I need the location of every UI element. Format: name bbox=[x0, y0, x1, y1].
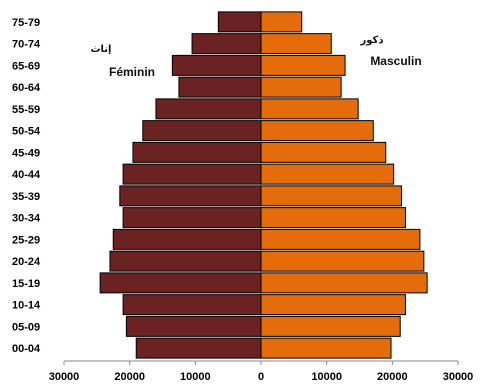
age-group-label-05-09: 05-09 bbox=[12, 321, 40, 333]
male-bar-25-29 bbox=[260, 228, 421, 250]
female-bar-45-49 bbox=[132, 141, 262, 163]
male-legend-label: Masculin bbox=[370, 54, 421, 68]
female-bar-15-19 bbox=[99, 272, 262, 294]
male-bar-10-14 bbox=[260, 294, 406, 316]
female-bar-05-09 bbox=[125, 315, 262, 337]
male-bar-35-39 bbox=[260, 185, 403, 207]
male-legend-arabic: ذكور bbox=[360, 35, 384, 46]
male-bar-65-69 bbox=[260, 54, 346, 76]
female-bar-25-29 bbox=[112, 228, 262, 250]
x-tick-label: 30000 bbox=[443, 371, 474, 383]
male-bar-40-44 bbox=[260, 163, 395, 185]
age-group-label-15-19: 15-19 bbox=[12, 278, 40, 290]
male-bar-50-54 bbox=[260, 120, 374, 142]
female-bar-40-44 bbox=[122, 163, 262, 185]
x-tick-label: 10000 bbox=[311, 371, 342, 383]
female-bar-55-59 bbox=[155, 98, 262, 120]
male-bar-00-04 bbox=[260, 337, 392, 359]
age-group-label-50-54: 50-54 bbox=[12, 126, 41, 138]
female-legend-label: Féminin bbox=[109, 65, 155, 79]
age-group-label-25-29: 25-29 bbox=[12, 234, 40, 246]
x-tick-label: 20000 bbox=[377, 371, 408, 383]
male-bar-60-64 bbox=[260, 76, 342, 98]
age-group-label-45-49: 45-49 bbox=[12, 147, 40, 159]
age-group-label-60-64: 60-64 bbox=[12, 82, 41, 94]
male-bar-20-24 bbox=[260, 250, 425, 272]
female-bar-70-74 bbox=[191, 33, 262, 55]
female-bar-65-69 bbox=[171, 54, 262, 76]
female-bar-50-54 bbox=[142, 120, 262, 142]
female-bar-10-14 bbox=[122, 294, 262, 316]
age-group-label-00-04: 00-04 bbox=[12, 343, 41, 355]
x-tick-label: 0 bbox=[258, 371, 264, 383]
male-bar-45-49 bbox=[260, 141, 387, 163]
female-bar-00-04 bbox=[135, 337, 262, 359]
age-group-label-40-44: 40-44 bbox=[12, 169, 41, 181]
male-bar-15-19 bbox=[260, 272, 428, 294]
female-bar-20-24 bbox=[109, 250, 262, 272]
age-labels-group: 00-04 05-09 10-14 15-19 20-24 25-29 30-34 35-39… bbox=[12, 17, 41, 355]
x-tick-label: 10000 bbox=[180, 371, 211, 383]
female-bar-75-79 bbox=[217, 11, 262, 33]
x-tick-label: 30000 bbox=[49, 371, 80, 383]
male-bar-55-59 bbox=[260, 98, 359, 120]
age-group-label-75-79: 75-79 bbox=[12, 17, 40, 29]
male-bar-30-34 bbox=[260, 207, 406, 229]
female-bar-60-64 bbox=[178, 76, 262, 98]
age-group-label-10-14: 10-14 bbox=[12, 300, 41, 312]
female-legend-arabic: إناث bbox=[91, 44, 112, 55]
age-group-label-65-69: 65-69 bbox=[12, 60, 40, 72]
age-group-label-20-24: 20-24 bbox=[12, 256, 41, 268]
male-bar-75-79 bbox=[260, 11, 303, 33]
age-group-label-55-59: 55-59 bbox=[12, 104, 40, 116]
male-bar-05-09 bbox=[260, 315, 401, 337]
male-bar-70-74 bbox=[260, 33, 332, 55]
x-tick-label: 20000 bbox=[114, 371, 145, 383]
age-group-label-70-74: 70-74 bbox=[12, 39, 41, 51]
age-group-label-35-39: 35-39 bbox=[12, 191, 40, 203]
x-ticks-group: 30000 20000 10000 0 10000 20000 30000 bbox=[49, 361, 474, 383]
female-bar-30-34 bbox=[122, 207, 262, 229]
female-bar-35-39 bbox=[119, 185, 262, 207]
bars-group bbox=[99, 11, 428, 359]
age-group-label-30-34: 30-34 bbox=[12, 213, 41, 225]
